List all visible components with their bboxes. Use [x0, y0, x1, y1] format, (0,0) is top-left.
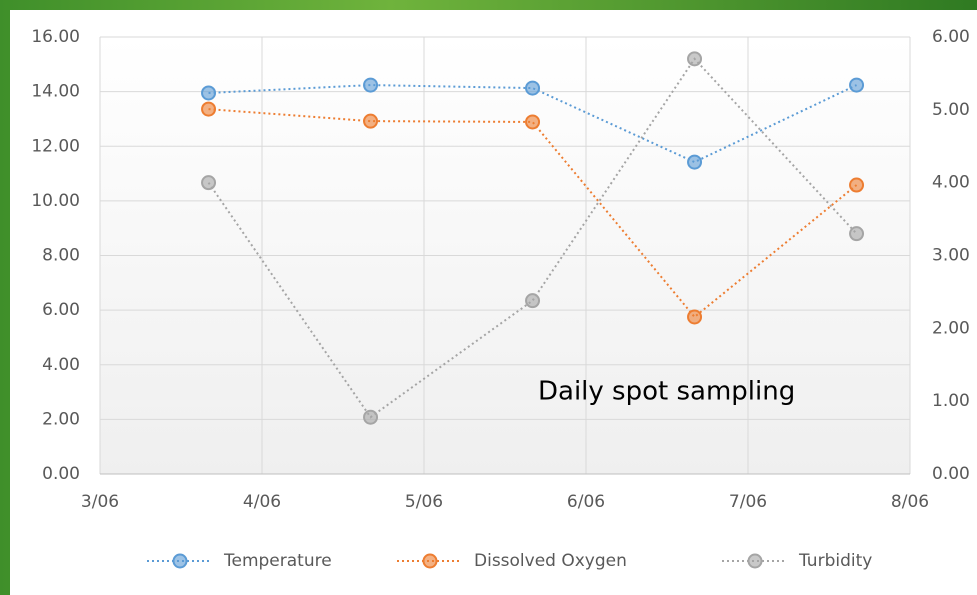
legend-label: Turbidity — [798, 551, 872, 571]
data-point — [849, 226, 865, 242]
legend-label: Dissolved Oxygen — [474, 551, 627, 571]
data-point — [525, 293, 541, 309]
data-point — [849, 77, 865, 93]
y2-tick-label: 6.00 — [932, 27, 970, 47]
data-point — [687, 154, 703, 170]
data-point — [525, 114, 541, 130]
data-point — [201, 101, 217, 117]
y-tick-label: 12.00 — [31, 136, 80, 156]
legend-label: Temperature — [223, 551, 332, 571]
data-point — [363, 409, 379, 425]
data-point — [849, 177, 865, 193]
x-tick-label: 4/06 — [243, 492, 281, 512]
y-tick-label: 2.00 — [42, 409, 80, 429]
y2-tick-label: 4.00 — [932, 173, 970, 193]
x-tick-label: 5/06 — [405, 492, 443, 512]
data-point — [363, 77, 379, 93]
y2-tick-label: 3.00 — [932, 246, 970, 266]
y2-tick-label: 5.00 — [932, 100, 970, 120]
data-point — [201, 85, 217, 101]
x-tick-label: 3/06 — [81, 492, 119, 512]
y-tick-label: 6.00 — [42, 300, 80, 320]
y2-tick-label: 2.00 — [932, 318, 970, 338]
legend-marker — [747, 553, 763, 569]
data-point — [525, 80, 541, 96]
y-tick-label: 8.00 — [42, 246, 80, 266]
data-point — [201, 175, 217, 191]
annotation: Daily spot sampling — [538, 377, 795, 407]
data-point — [687, 309, 703, 325]
series-line — [207, 57, 858, 419]
legend-marker — [422, 553, 438, 569]
y-tick-label: 0.00 — [42, 464, 80, 484]
y-tick-label: 10.00 — [31, 191, 80, 211]
y2-tick-label: 1.00 — [932, 391, 970, 411]
y-tick-label: 16.00 — [31, 27, 80, 47]
x-tick-label: 7/06 — [729, 492, 767, 512]
y-tick-label: 4.00 — [42, 355, 80, 375]
data-point — [687, 51, 703, 67]
x-tick-label: 8/06 — [891, 492, 929, 512]
data-point — [363, 113, 379, 129]
x-tick-label: 6/06 — [567, 492, 605, 512]
legend-marker — [172, 553, 188, 569]
y2-tick-label: 0.00 — [932, 464, 970, 484]
y-tick-label: 14.00 — [31, 82, 80, 102]
